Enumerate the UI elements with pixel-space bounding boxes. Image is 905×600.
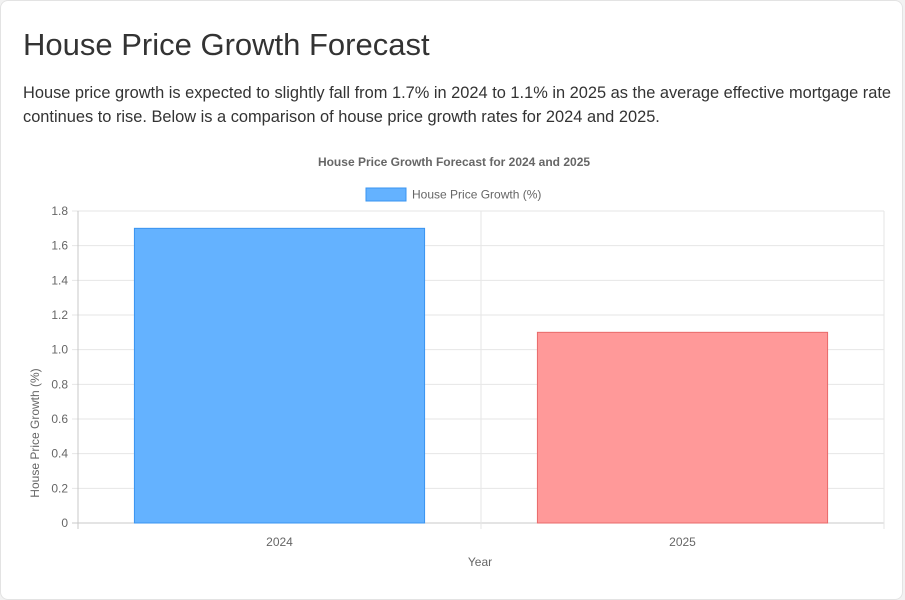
- y-tick-label: 0.6: [51, 412, 68, 426]
- legend-label: House Price Growth (%): [412, 188, 541, 202]
- chart-title: House Price Growth Forecast for 2024 and…: [318, 155, 590, 169]
- y-axis-ticks: 0 0.2 0.4 0.6 0.8 1.0 1.2 1.4 1.6 1.8: [51, 204, 68, 530]
- y-tick-label: 0.2: [51, 481, 68, 495]
- y-tick-label: 1.6: [51, 239, 68, 253]
- bar-chart: House Price Growth Forecast for 2024 and…: [28, 155, 885, 569]
- x-tick-label: 2024: [266, 535, 293, 549]
- y-tick-label: 0.4: [51, 447, 68, 461]
- bar-2024: [133, 227, 426, 524]
- page-description: House price growth is expected to slight…: [23, 84, 891, 126]
- y-axis-label: House Price Growth (%): [28, 368, 42, 497]
- chart-bars: [133, 227, 829, 524]
- chart-container: House Price Growth Forecast for 2024 and…: [23, 146, 893, 578]
- x-axis-label: Year: [468, 555, 492, 569]
- y-tick-label: 0: [61, 516, 68, 530]
- y-tick-label: 1.2: [51, 308, 68, 322]
- x-axis-ticks: 2024 2025: [266, 535, 696, 549]
- legend-swatch: [365, 187, 407, 202]
- x-tick-label: 2025: [669, 535, 696, 549]
- y-tick-label: 1.8: [51, 204, 68, 218]
- y-tick-label: 0.8: [51, 377, 68, 391]
- page-title: House Price Growth Forecast: [23, 27, 430, 62]
- y-tick-label: 1.0: [51, 343, 68, 357]
- bar-2025: [536, 331, 829, 524]
- chart-legend[interactable]: House Price Growth (%): [365, 187, 541, 202]
- y-tick-label: 1.4: [51, 273, 68, 287]
